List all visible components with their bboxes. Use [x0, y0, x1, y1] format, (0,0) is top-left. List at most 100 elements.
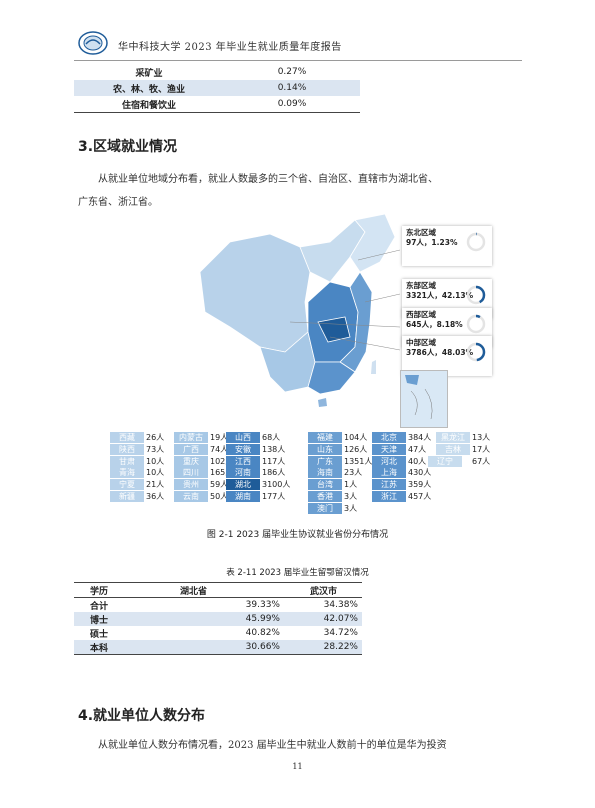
province-name-box: 湖北 — [226, 479, 260, 491]
province-name-box: 上海 — [372, 467, 406, 479]
region-stat: 97人，1.23% — [406, 238, 458, 247]
province-count: 10人 — [146, 468, 165, 478]
province-count: 17人 — [472, 444, 491, 454]
table-row: 博士 45.99% 42.07% — [74, 612, 362, 626]
province-name-box: 黑龙江 — [436, 432, 470, 443]
province-name-box: 青海 — [110, 467, 144, 479]
province-name-box: 陕西 — [110, 443, 144, 455]
industry-value: 0.09% — [224, 96, 360, 113]
province-name-box: 香港 — [308, 491, 342, 502]
retention-table: 学历 湖北省 武汉市 合计 39.33% 34.38% 博士 45.99% 42… — [74, 582, 362, 655]
province-name-box: 四川 — [174, 467, 208, 479]
province-name-box: 江西 — [226, 455, 260, 467]
industry-name: 采矿业 — [135, 68, 163, 79]
province-count: 117人 — [262, 456, 286, 466]
region-ring — [466, 285, 486, 305]
province-count: 3人 — [344, 492, 358, 501]
header-title: 华中科技大学 2023 年毕业生就业质量年度报告 — [118, 42, 342, 53]
page-number: 11 — [292, 762, 303, 771]
province-name-box: 广西 — [174, 443, 208, 455]
province-name-box: 江苏 — [372, 479, 406, 491]
section-heading-employer-size: 4.就业单位人数分布 — [78, 708, 206, 724]
province-name-box: 台湾 — [308, 479, 342, 491]
province-count: 68人 — [262, 433, 281, 442]
province-name-box: 河南 — [226, 467, 260, 479]
header-rule — [74, 60, 522, 61]
province-name-box: 内蒙古 — [174, 432, 208, 443]
paragraph-line: 从就业单位地域分布看，就业人数最多的三个省、自治区、直辖市为湖北省、 — [98, 174, 438, 185]
region-name: 西部区域 — [406, 310, 436, 319]
region-name: 东部区域 — [406, 281, 436, 290]
section-heading-regional: 3.区域就业情况 — [78, 139, 178, 155]
wuhan-cell: 28.22% — [290, 640, 362, 655]
province-count: 47人 — [408, 444, 427, 454]
figure-caption: 图 2-1 2023 届毕业生协议就业省份分布情况 — [206, 530, 389, 540]
region-ring — [466, 342, 486, 362]
province-count: 457人 — [408, 492, 432, 501]
ring-fill — [466, 285, 486, 305]
province-count: 73人 — [146, 444, 165, 454]
hubei-cell: 30.66% — [160, 640, 290, 655]
ring-fill — [466, 342, 486, 362]
degree-cell: 硕士 — [90, 629, 109, 640]
map-taiwan — [371, 360, 376, 374]
paragraph-line: 从就业单位人数分布情况看，2023 届毕业生中就业人数前十的单位是华为投资 — [98, 740, 447, 751]
province-count: 104人 — [344, 433, 368, 442]
province-name-box: 天津 — [372, 443, 406, 455]
province-count: 19人 — [210, 433, 229, 442]
hubei-cell: 39.33% — [245, 600, 280, 610]
province-count: 50人 — [210, 492, 229, 501]
region-name: 中部区域 — [406, 338, 436, 347]
table-row: 住宿和餐饮业 0.09% — [74, 96, 360, 113]
province-count: 186人 — [262, 468, 286, 478]
column-header: 湖北省 — [160, 582, 290, 598]
province-name-box: 浙江 — [372, 491, 406, 502]
industry-table: 采矿业 0.27% 农、林、牧、渔业 0.14% 住宿和餐饮业 0.09% — [74, 64, 360, 113]
table-header-row: 学历 湖北省 武汉市 — [74, 582, 362, 598]
province-count: 59人 — [210, 480, 229, 490]
province-name-box: 贵州 — [174, 479, 208, 491]
university-logo-icon — [78, 31, 108, 55]
hubei-cell: 45.99% — [160, 612, 290, 626]
table-row: 硕士 40.82% 34.72% — [74, 626, 362, 640]
industry-value: 0.14% — [224, 80, 360, 96]
degree-cell: 本科 — [74, 640, 160, 655]
province-name-box: 广东 — [308, 455, 342, 467]
column-header: 武汉市 — [290, 582, 362, 598]
province-count: 23人 — [344, 468, 363, 478]
industry-name: 农、林、牧、渔业 — [74, 80, 224, 96]
province-name-box: 新疆 — [110, 491, 144, 502]
province-count: 102人 — [210, 456, 234, 466]
map-west-region — [199, 233, 311, 353]
province-name-box: 山东 — [308, 443, 342, 455]
province-count: 3100人 — [262, 480, 291, 490]
hubei-cell: 40.82% — [245, 628, 280, 638]
province-name-box: 澳门 — [308, 502, 342, 514]
province-count: 1351人 — [344, 456, 373, 466]
province-count: 40人 — [408, 456, 427, 466]
wuhan-cell: 42.07% — [290, 612, 362, 626]
province-count: 177人 — [262, 492, 286, 501]
region-box-northeast: 东北区域 97人，1.23% — [402, 226, 492, 266]
province-count: 126人 — [344, 444, 368, 454]
province-count: 3人 — [344, 503, 358, 513]
province-count: 13人 — [472, 433, 491, 442]
province-count: 26人 — [146, 433, 165, 442]
province-name-box: 辽宁 — [428, 455, 462, 467]
china-map — [199, 213, 400, 407]
ring-fill — [466, 314, 486, 334]
table-row: 合计 39.33% 34.38% — [74, 598, 362, 613]
province-count: 165人 — [210, 468, 234, 478]
province-name-box: 云南 — [174, 491, 208, 502]
province-name-box: 甘肃 — [110, 455, 144, 467]
province-name-box: 宁夏 — [110, 479, 144, 491]
region-ring — [466, 232, 486, 252]
wuhan-cell: 34.72% — [323, 628, 358, 638]
province-count: 36人 — [146, 492, 165, 501]
province-count: 384人 — [408, 433, 432, 442]
map-hainan — [318, 398, 327, 407]
region-stat: 3786人，48.03% — [406, 348, 474, 357]
region-stat: 645人，8.18% — [406, 320, 463, 329]
region-ring — [466, 314, 486, 334]
